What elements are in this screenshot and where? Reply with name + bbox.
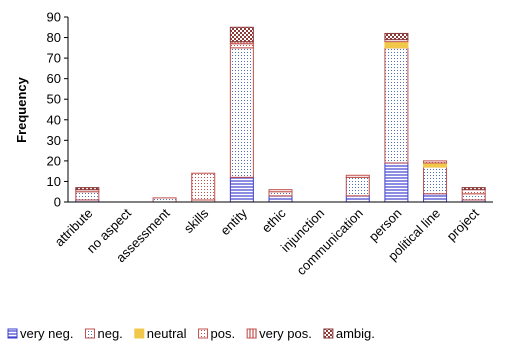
- legend-label: neutral: [147, 326, 187, 341]
- bar-segment-neg: [384, 47, 409, 164]
- bar-segment-neutral: [423, 162, 448, 168]
- legend-label: neg.: [97, 326, 122, 341]
- bar-segment-neg: [461, 193, 486, 201]
- legend-swatch: [84, 328, 95, 339]
- y-axis-label: Frequency: [14, 76, 29, 143]
- legend-swatch: [323, 328, 334, 339]
- bars: [75, 26, 486, 203]
- bar-segment-ambig: [229, 26, 254, 43]
- bar-segment-very-neg: [384, 162, 409, 203]
- bar-segment-pos: [423, 160, 448, 164]
- bar-segment-pos: [268, 189, 293, 193]
- bar-segment-neutral: [384, 41, 409, 49]
- y-tick-label: 20: [47, 153, 61, 168]
- y-tick-label: 10: [47, 174, 61, 189]
- y-tick-label: 40: [47, 112, 61, 127]
- bar-segment-ambig: [384, 32, 409, 41]
- bar-segment-very-neg: [268, 195, 293, 203]
- x-tick-label: entity: [217, 205, 250, 238]
- bar-segment-neg: [229, 47, 254, 178]
- y-tick-label: 70: [47, 51, 61, 66]
- legend-label: very neg.: [20, 326, 73, 341]
- legend-label: pos.: [211, 326, 236, 341]
- legend-swatch: [246, 328, 257, 339]
- x-tick-label: project: [444, 205, 482, 243]
- bar-segment-very-neg: [423, 193, 448, 203]
- bar-segment-neg: [268, 191, 293, 197]
- legend: very neg. neg. neutral pos. very pos. ambig.: [7, 326, 375, 341]
- bar-segment-neg: [75, 191, 100, 201]
- bar-segment-pos: [345, 174, 370, 178]
- bar-segment-pos: [229, 43, 254, 49]
- bar-segment-very-neg: [229, 176, 254, 203]
- y-tick-label: 30: [47, 133, 61, 148]
- legend-swatch: [134, 328, 145, 339]
- y-tick-label: 60: [47, 71, 61, 86]
- legend-swatch: [198, 328, 209, 339]
- y-tick-label: 90: [47, 10, 61, 25]
- x-tick-label: skills: [181, 205, 212, 236]
- legend-label: ambig.: [336, 326, 375, 341]
- y-tick-label: 50: [47, 92, 61, 107]
- legend-label: very pos.: [259, 326, 312, 341]
- bar-segment-neg: [152, 197, 177, 203]
- bar-segment-ambig: [75, 187, 100, 191]
- bar-segment-ambig: [461, 187, 486, 191]
- bar-segment-very-neg: [345, 195, 370, 203]
- y-tick-label: 0: [54, 195, 61, 210]
- axes: [67, 17, 493, 203]
- y-axis-ticks: 0 10 20 30 40 50 60 70 80 90: [47, 10, 68, 210]
- bar-segment-neg: [345, 176, 370, 197]
- x-tick-label: communication: [293, 206, 365, 278]
- x-tick-label: ethic: [259, 205, 289, 235]
- bar-segment-pos: [191, 172, 216, 201]
- legend-swatch: [7, 328, 18, 339]
- bar-segment-pos: [461, 189, 486, 195]
- y-tick-label: 80: [47, 30, 61, 45]
- bar-segment-neg: [423, 166, 448, 195]
